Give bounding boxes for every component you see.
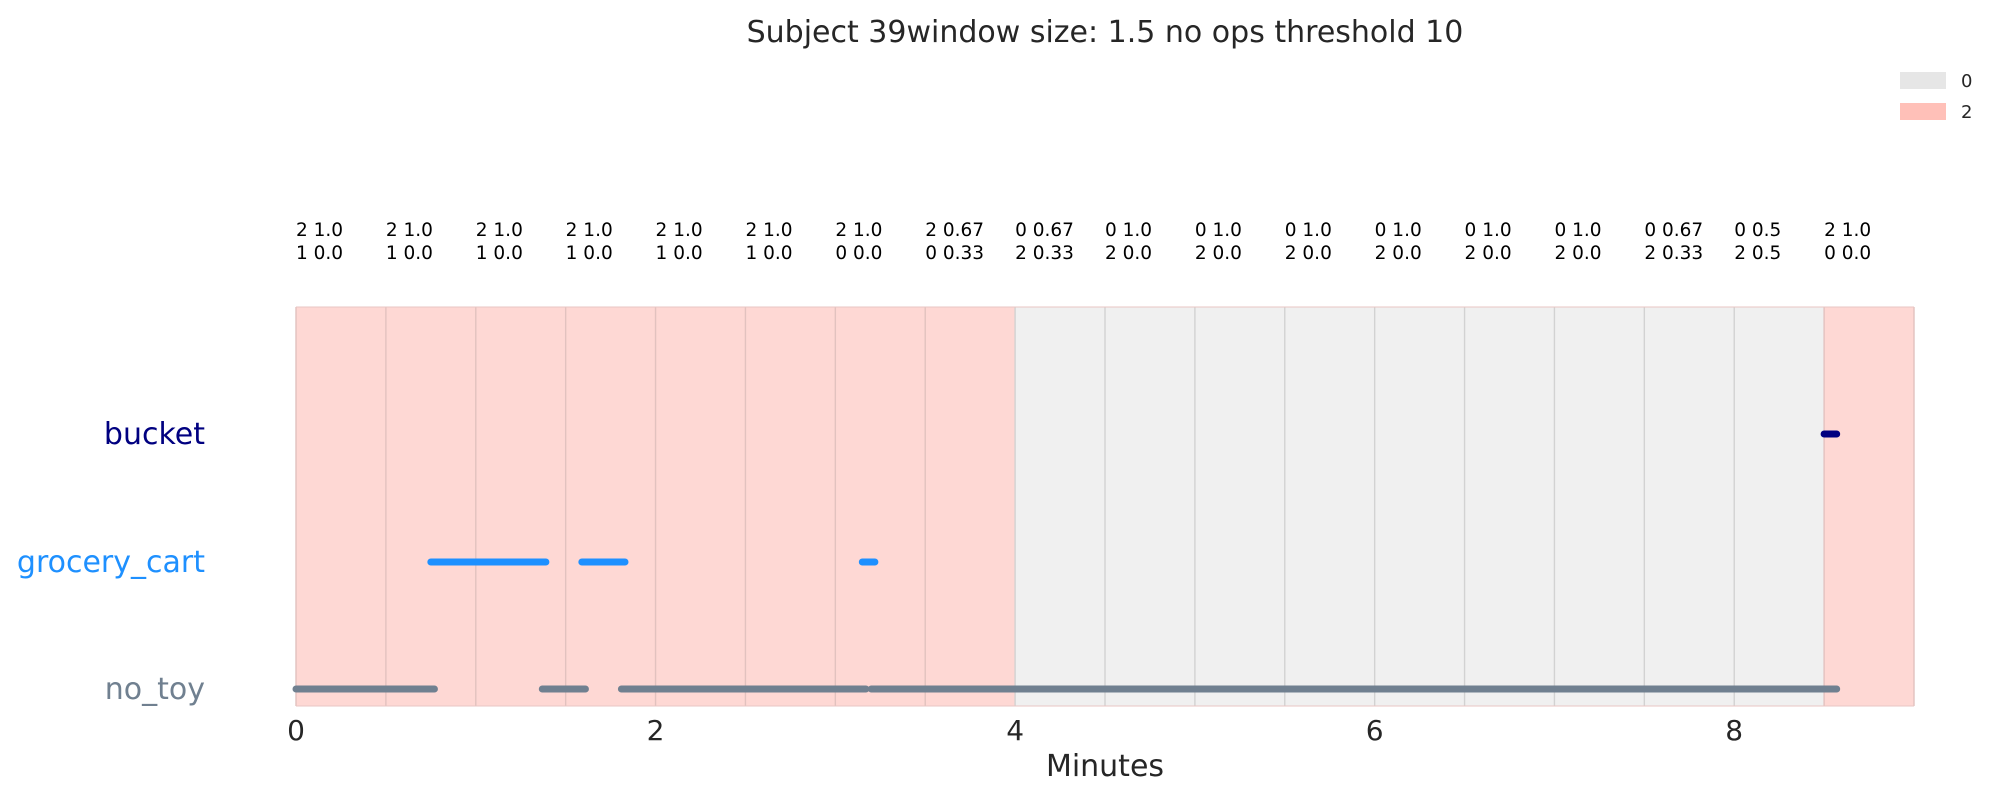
window-band-14	[1554, 307, 1645, 706]
x-tick-label: 4	[1006, 714, 1024, 747]
category-label-no-toy: no_toy	[105, 672, 205, 707]
window-band-12	[1374, 307, 1465, 706]
window-label-line1: 2 1.0	[296, 220, 343, 241]
x-axis-ticks: 0 2 4 6 8	[287, 714, 1743, 747]
window-band-2	[475, 307, 566, 706]
legend-label-0: 0	[1961, 71, 1972, 92]
window-band-7	[925, 307, 1016, 706]
window-band-11	[1284, 307, 1375, 706]
window-label-line2: 1 0.0	[745, 243, 792, 264]
window-label-line1: 2 1.0	[566, 220, 613, 241]
window-label-line1: 0 0.67	[1015, 220, 1074, 241]
window-band-9	[1105, 307, 1195, 706]
category-labels: bucket grocery_cart no_toy	[17, 417, 205, 707]
legend-label-2: 2	[1961, 102, 1972, 123]
window-label-line1: 0 1.0	[1285, 220, 1332, 241]
window-label-line2: 2 0.0	[1375, 243, 1422, 264]
legend-swatch-2	[1900, 103, 1946, 120]
category-label-grocery-cart: grocery_cart	[17, 545, 205, 580]
window-label-line2: 1 0.0	[386, 243, 433, 264]
window-label-line1: 2 0.67	[925, 220, 984, 241]
window-band-1	[385, 307, 476, 706]
window-label-line1: 0 0.5	[1734, 220, 1781, 241]
window-label-line2: 2 0.33	[1015, 243, 1074, 264]
category-label-bucket: bucket	[104, 417, 205, 452]
window-label-line2: 2 0.0	[1465, 243, 1512, 264]
window-label-line1: 0 1.0	[1465, 220, 1512, 241]
window-label-line2: 2 0.0	[1554, 243, 1601, 264]
window-label-line1: 2 1.0	[1824, 220, 1871, 241]
x-tick-label: 0	[287, 714, 305, 747]
window-band-13	[1464, 307, 1555, 706]
window-label-line2: 2 0.33	[1644, 243, 1703, 264]
window-label-line2: 0 0.0	[835, 243, 882, 264]
window-band-17	[1824, 307, 1914, 706]
window-band-0	[296, 307, 386, 706]
window-label-line2: 2 0.0	[1285, 243, 1332, 264]
window-label-line2: 1 0.0	[476, 243, 523, 264]
window-label-line1: 0 0.67	[1644, 220, 1703, 241]
x-tick-label: 6	[1366, 714, 1384, 747]
window-label-line1: 2 1.0	[476, 220, 523, 241]
window-label-line2: 2 0.0	[1105, 243, 1152, 264]
window-label-line1: 0 1.0	[1375, 220, 1422, 241]
window-label-line2: 1 0.0	[566, 243, 613, 264]
window-band-4	[655, 307, 746, 706]
window-band-6	[835, 307, 926, 706]
x-tick-label: 2	[647, 714, 665, 747]
window-label-line2: 1 0.0	[656, 243, 703, 264]
window-band-5	[745, 307, 836, 706]
window-label-line1: 2 1.0	[656, 220, 703, 241]
legend: 02	[1900, 71, 1972, 123]
legend-swatch-0	[1900, 72, 1946, 89]
window-band-3	[565, 307, 656, 706]
window-label-line1: 2 1.0	[386, 220, 433, 241]
window-label-line1: 2 1.0	[745, 220, 792, 241]
window-label-line2: 0 0.0	[1824, 243, 1871, 264]
window-label-line1: 0 1.0	[1554, 220, 1601, 241]
window-band-15	[1644, 307, 1735, 706]
window-band-10	[1194, 307, 1285, 706]
window-label-line1: 0 1.0	[1105, 220, 1152, 241]
window-band-16	[1734, 307, 1825, 706]
window-label-line2: 2 0.0	[1195, 243, 1242, 264]
x-tick-label: 8	[1725, 714, 1743, 747]
window-label-line1: 2 1.0	[835, 220, 882, 241]
window-label-line2: 2 0.5	[1734, 243, 1781, 264]
window-labels: 2 1.01 0.02 1.01 0.02 1.01 0.02 1.01 0.0…	[296, 220, 1871, 264]
chart-title: Subject 39window size: 1.5 no ops thresh…	[747, 15, 1464, 50]
window-label-line2: 1 0.0	[296, 243, 343, 264]
window-band-8	[1015, 307, 1105, 706]
x-axis-label: Minutes	[1046, 749, 1164, 784]
window-label-line2: 0 0.33	[925, 243, 984, 264]
window-bands	[295, 306, 1915, 707]
window-label-line1: 0 1.0	[1195, 220, 1242, 241]
activity-segments	[292, 430, 1841, 693]
